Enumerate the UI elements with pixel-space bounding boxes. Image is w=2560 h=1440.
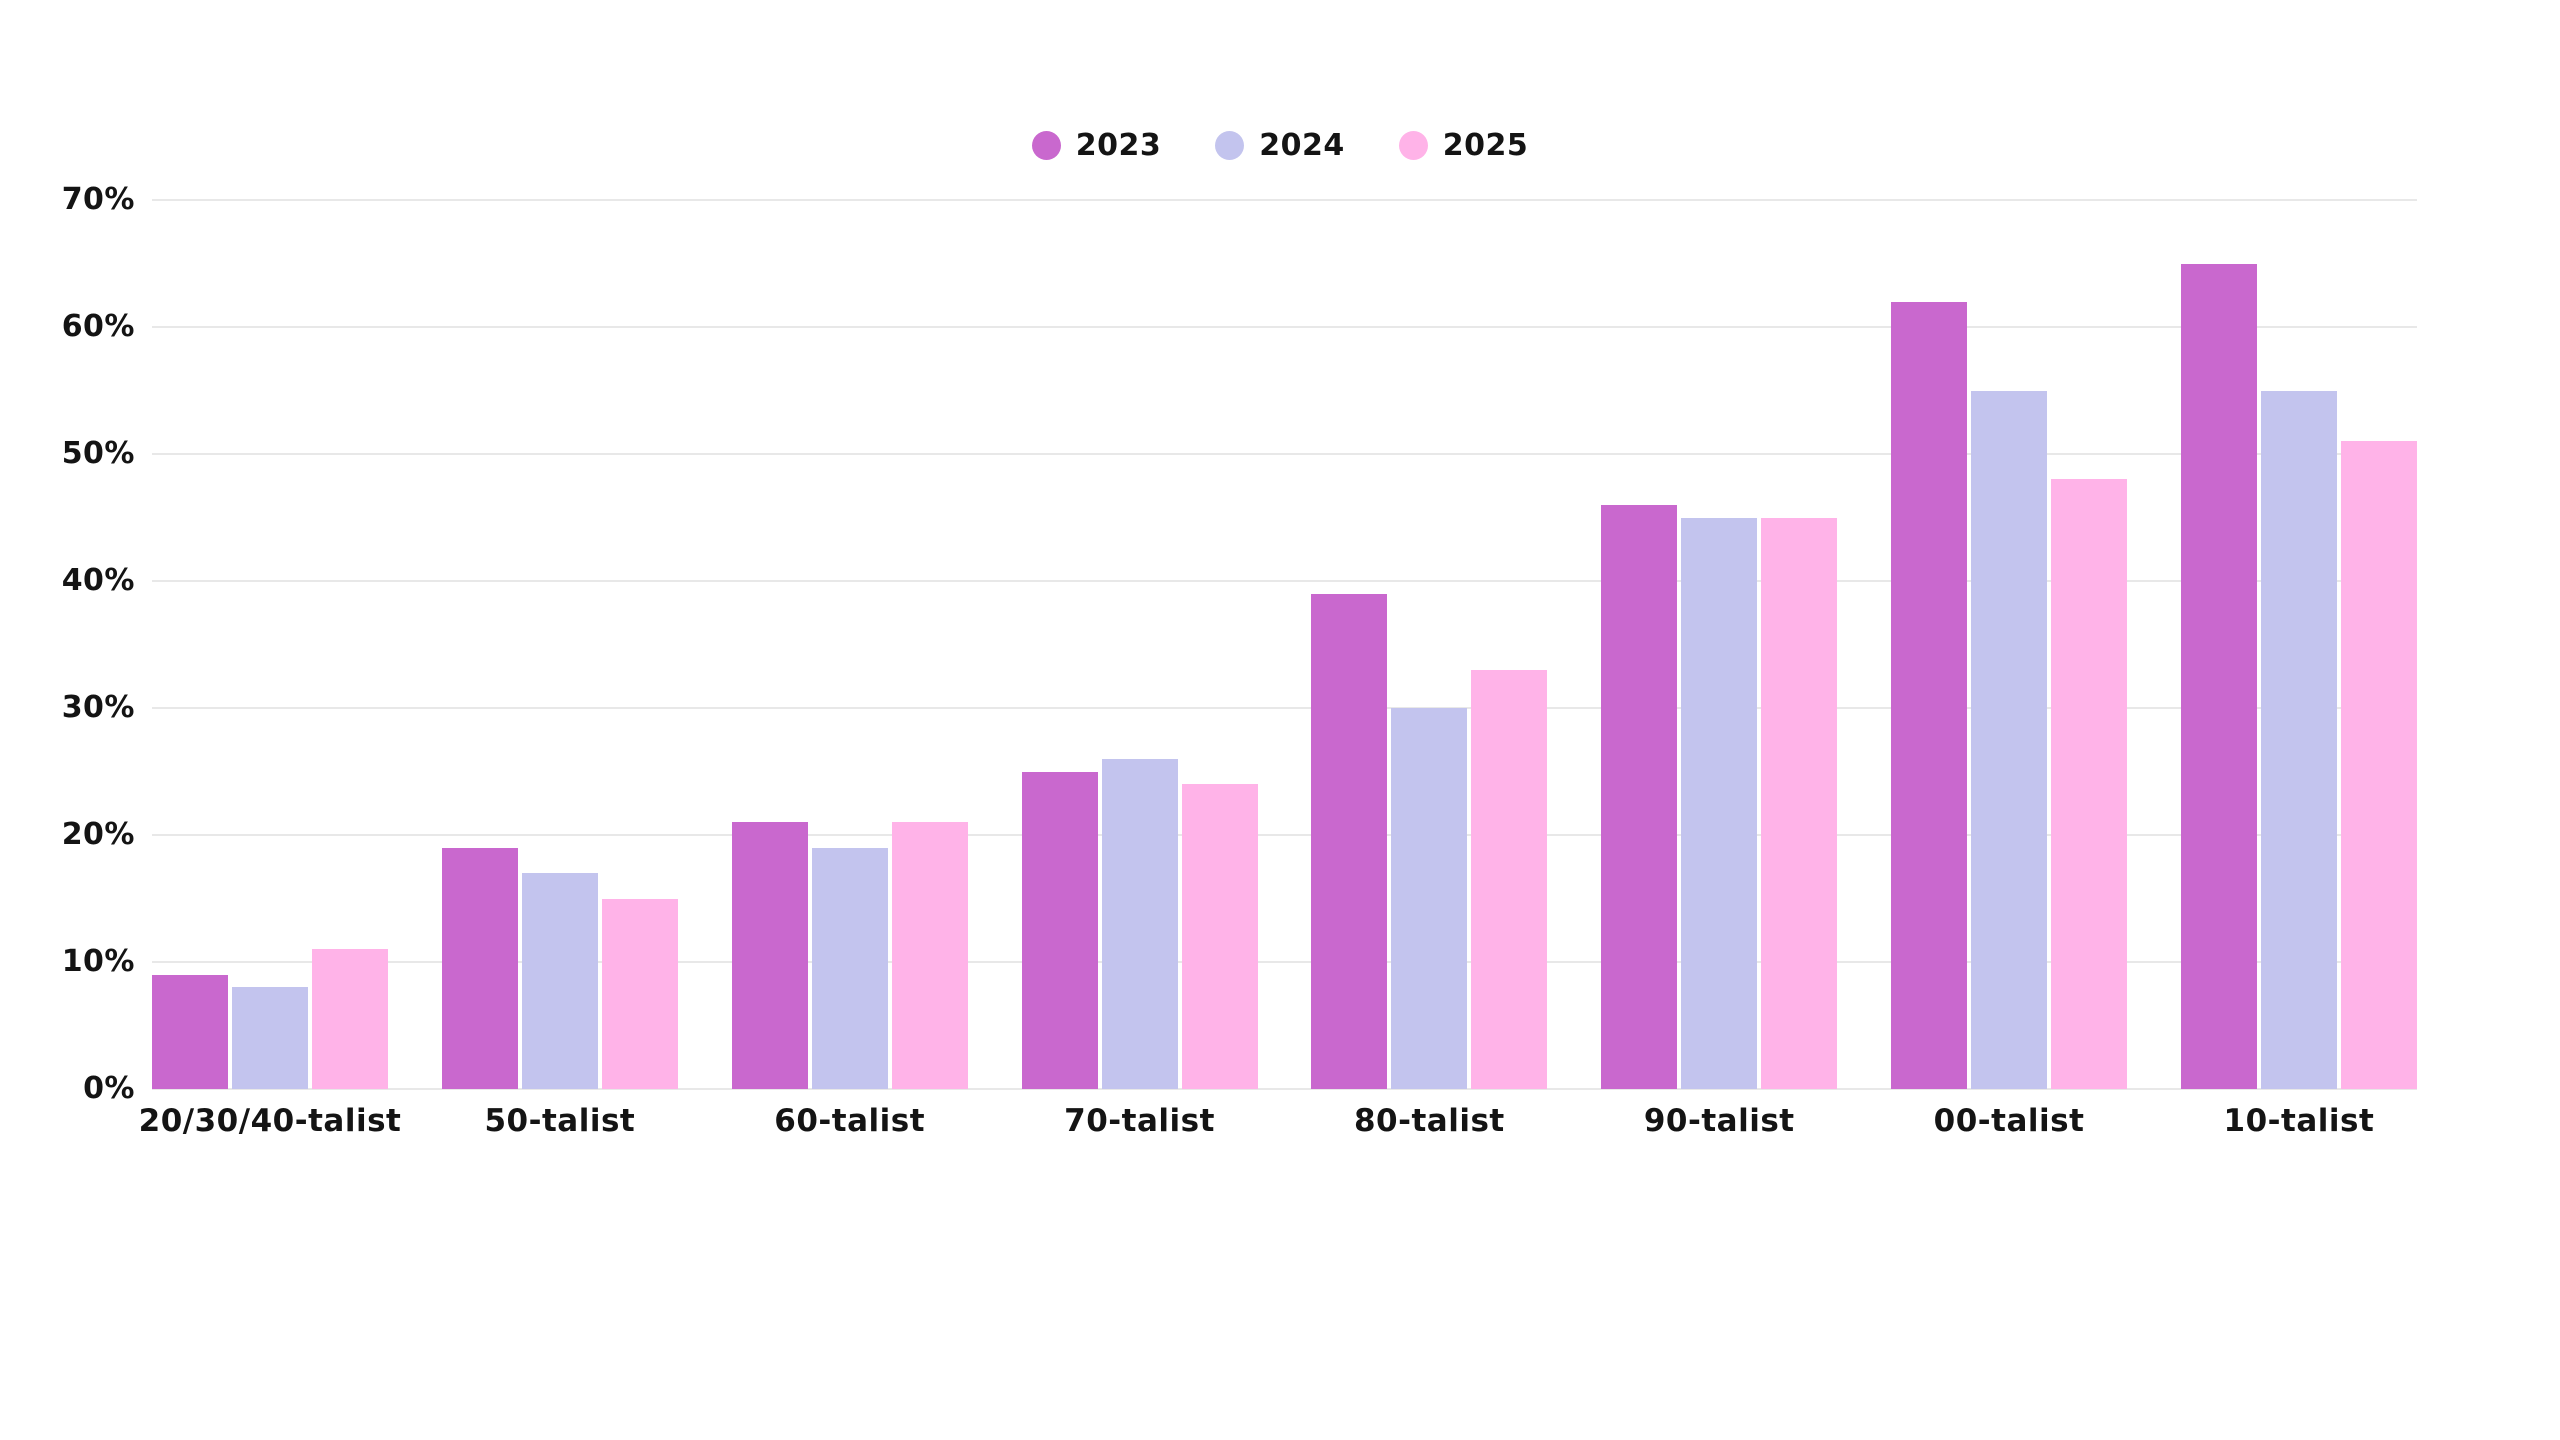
- gridline-40%: [152, 580, 2417, 582]
- chart-legend: 2023 2024 2025: [0, 128, 2560, 163]
- bar-2024-70-talist: [1101, 758, 1178, 1089]
- bar-2023-20/30/40-talist: [152, 974, 228, 1089]
- gridline-70%: [152, 199, 2417, 201]
- gridline-20%: [152, 834, 2417, 836]
- y-tick-label-70%: 70%: [61, 182, 135, 217]
- legend-dot-icon: [1031, 131, 1061, 160]
- gridline-50%: [152, 453, 2417, 455]
- bar-group-90-talist: 90-talist: [1601, 200, 1838, 1139]
- plot-area: 20/30/40-talist 50-talist 60-talist 70-tali…: [139, 199, 2417, 1139]
- bar-2023-10-talist: [2180, 263, 2257, 1089]
- bar-2025-90-talist: [1761, 517, 1838, 1089]
- x-category-label: 80-talist: [1353, 1103, 1505, 1139]
- x-category-label: 10-talist: [2223, 1103, 2375, 1139]
- bar-2025-20/30/40-talist: [312, 949, 388, 1089]
- x-category-label: 50-talist: [484, 1103, 636, 1139]
- y-tick-label-60%: 60%: [61, 309, 135, 344]
- x-category-label: 20/30/40-talist: [138, 1103, 402, 1139]
- y-tick-label-50%: 50%: [61, 436, 135, 471]
- bar-2023-00-talist: [1891, 301, 1968, 1089]
- bar-2024-80-talist: [1391, 708, 1468, 1089]
- legend-label: 2025: [1442, 128, 1529, 163]
- legend-label: 2023: [1075, 128, 1162, 163]
- bar-2024-50-talist: [521, 873, 598, 1089]
- bar-2024-20/30/40-talist: [232, 987, 308, 1089]
- bar-2025-10-talist: [2340, 441, 2417, 1089]
- x-category-label: 70-talist: [1064, 1103, 1215, 1139]
- y-tick-label-10%: 10%: [61, 944, 135, 979]
- y-tick-label-30%: 30%: [61, 690, 135, 725]
- gridline-60%: [152, 326, 2417, 328]
- bar-2023-80-talist: [1311, 593, 1388, 1089]
- y-tick-label-20%: 20%: [61, 817, 135, 852]
- legend-dot-icon: [1398, 131, 1428, 160]
- bar-group-70-talist: 70-talist: [1021, 200, 1258, 1139]
- y-tick-label-40%: 40%: [61, 563, 135, 598]
- x-category-label: 00-talist: [1933, 1103, 2085, 1139]
- x-category-label: 90-talist: [1643, 1103, 1795, 1139]
- bar-group-00-talist: 00-talist: [1891, 200, 2128, 1139]
- bar-2024-10-talist: [2260, 390, 2337, 1089]
- bar-2023-70-talist: [1021, 771, 1098, 1089]
- bar-2024-60-talist: [811, 847, 888, 1089]
- gridline-30%: [152, 707, 2417, 709]
- bar-2023-90-talist: [1601, 504, 1678, 1089]
- bar-2025-80-talist: [1471, 669, 1548, 1089]
- bar-2025-60-talist: [891, 822, 968, 1089]
- bar-2024-90-talist: [1681, 517, 1758, 1089]
- y-tick-label-0%: 0%: [83, 1071, 135, 1106]
- bar-2023-60-talist: [731, 822, 808, 1089]
- bar-group-10-talist: 10-talist: [2180, 200, 2417, 1139]
- bar-group-20/30/40-talist: 20/30/40-talist: [139, 200, 401, 1139]
- gridline-10%: [152, 961, 2417, 963]
- legend-item-2023[interactable]: 2023: [1031, 128, 1162, 163]
- x-category-label: 60-talist: [774, 1103, 926, 1139]
- bar-2024-00-talist: [1971, 390, 2048, 1089]
- bar-group-80-talist: 80-talist: [1311, 200, 1548, 1139]
- legend-label: 2024: [1259, 128, 1345, 163]
- bar-groups: 20/30/40-talist 50-talist 60-talist 70-tali…: [139, 200, 2417, 1139]
- bar-group-50-talist: 50-talist: [441, 200, 678, 1139]
- bar-2025-70-talist: [1181, 784, 1258, 1089]
- bar-2025-00-talist: [2051, 479, 2128, 1089]
- bar-2023-50-talist: [441, 847, 518, 1089]
- gridline-0%: [152, 1088, 2417, 1090]
- bar-2025-50-talist: [601, 898, 678, 1089]
- legend-item-2024[interactable]: 2024: [1215, 128, 1345, 163]
- legend-dot-icon: [1215, 131, 1245, 160]
- bar-group-60-talist: 60-talist: [731, 200, 968, 1139]
- legend-item-2025[interactable]: 2025: [1398, 128, 1529, 163]
